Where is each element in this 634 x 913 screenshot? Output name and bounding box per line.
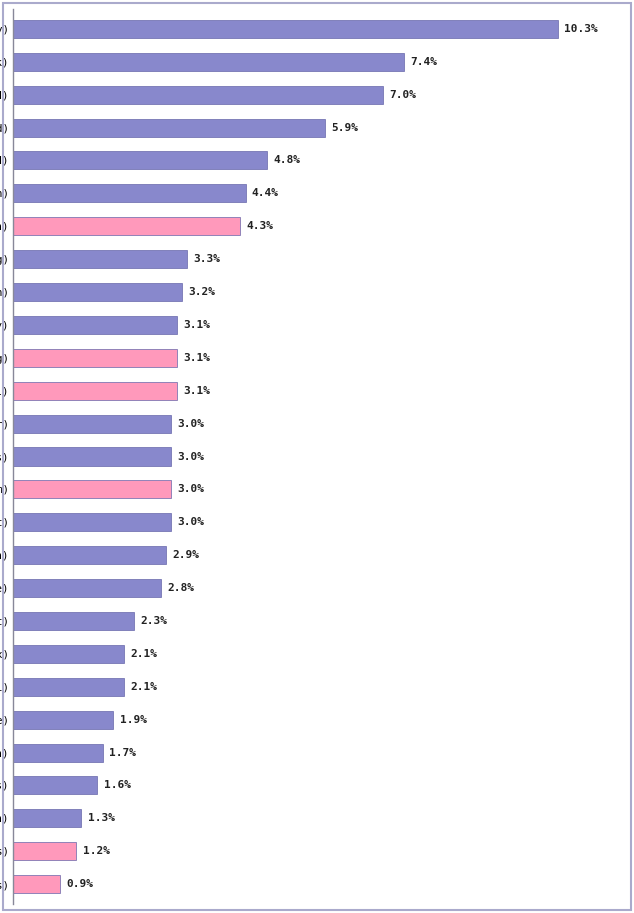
Bar [13,184,245,203]
Text: 3.1%: 3.1% [183,352,210,362]
Bar [13,710,113,729]
Bar [13,875,60,893]
Text: 2.1%: 2.1% [130,682,157,692]
Text: 10.3%: 10.3% [564,24,598,34]
Bar [13,612,134,630]
Text: 1.7%: 1.7% [109,748,136,758]
Bar [13,415,171,433]
Bar [13,447,171,466]
Bar [13,513,171,531]
Text: 3.1%: 3.1% [183,320,210,330]
Bar [13,743,103,761]
Bar [13,20,558,38]
Text: 4.8%: 4.8% [273,155,300,165]
Bar [13,283,182,301]
Text: 2.1%: 2.1% [130,649,157,659]
Bar [13,480,171,498]
Text: 4.4%: 4.4% [252,188,279,198]
Bar [13,119,325,137]
Text: 1.3%: 1.3% [88,813,115,824]
Bar [13,349,177,367]
Bar [13,546,166,564]
Text: 3.2%: 3.2% [188,287,216,297]
Text: 3.0%: 3.0% [178,485,205,495]
Text: 3.3%: 3.3% [193,254,221,264]
Text: 2.9%: 2.9% [172,551,200,561]
Text: 2.3%: 2.3% [141,616,168,626]
Text: 3.1%: 3.1% [183,385,210,395]
Text: 2.8%: 2.8% [167,583,194,593]
Text: 3.0%: 3.0% [178,452,205,461]
Text: 3.0%: 3.0% [178,418,205,428]
Text: 4.3%: 4.3% [247,221,274,231]
Text: 7.4%: 7.4% [411,57,437,67]
Bar [13,842,76,860]
Text: 1.9%: 1.9% [120,715,146,725]
Bar [13,809,82,827]
Text: 7.0%: 7.0% [389,89,417,100]
Bar [13,316,177,334]
Bar [13,250,187,268]
Bar [13,86,383,104]
Bar [13,677,124,696]
Text: 0.9%: 0.9% [67,879,94,889]
Text: 1.6%: 1.6% [104,781,131,791]
Bar [13,579,161,597]
Bar [13,152,267,170]
Text: 1.2%: 1.2% [82,846,110,856]
Bar [13,217,240,236]
Text: 5.9%: 5.9% [332,122,358,132]
Bar [13,645,124,663]
Bar [13,776,98,794]
Bar [13,382,177,400]
Text: 3.0%: 3.0% [178,518,205,528]
Bar [13,53,404,71]
